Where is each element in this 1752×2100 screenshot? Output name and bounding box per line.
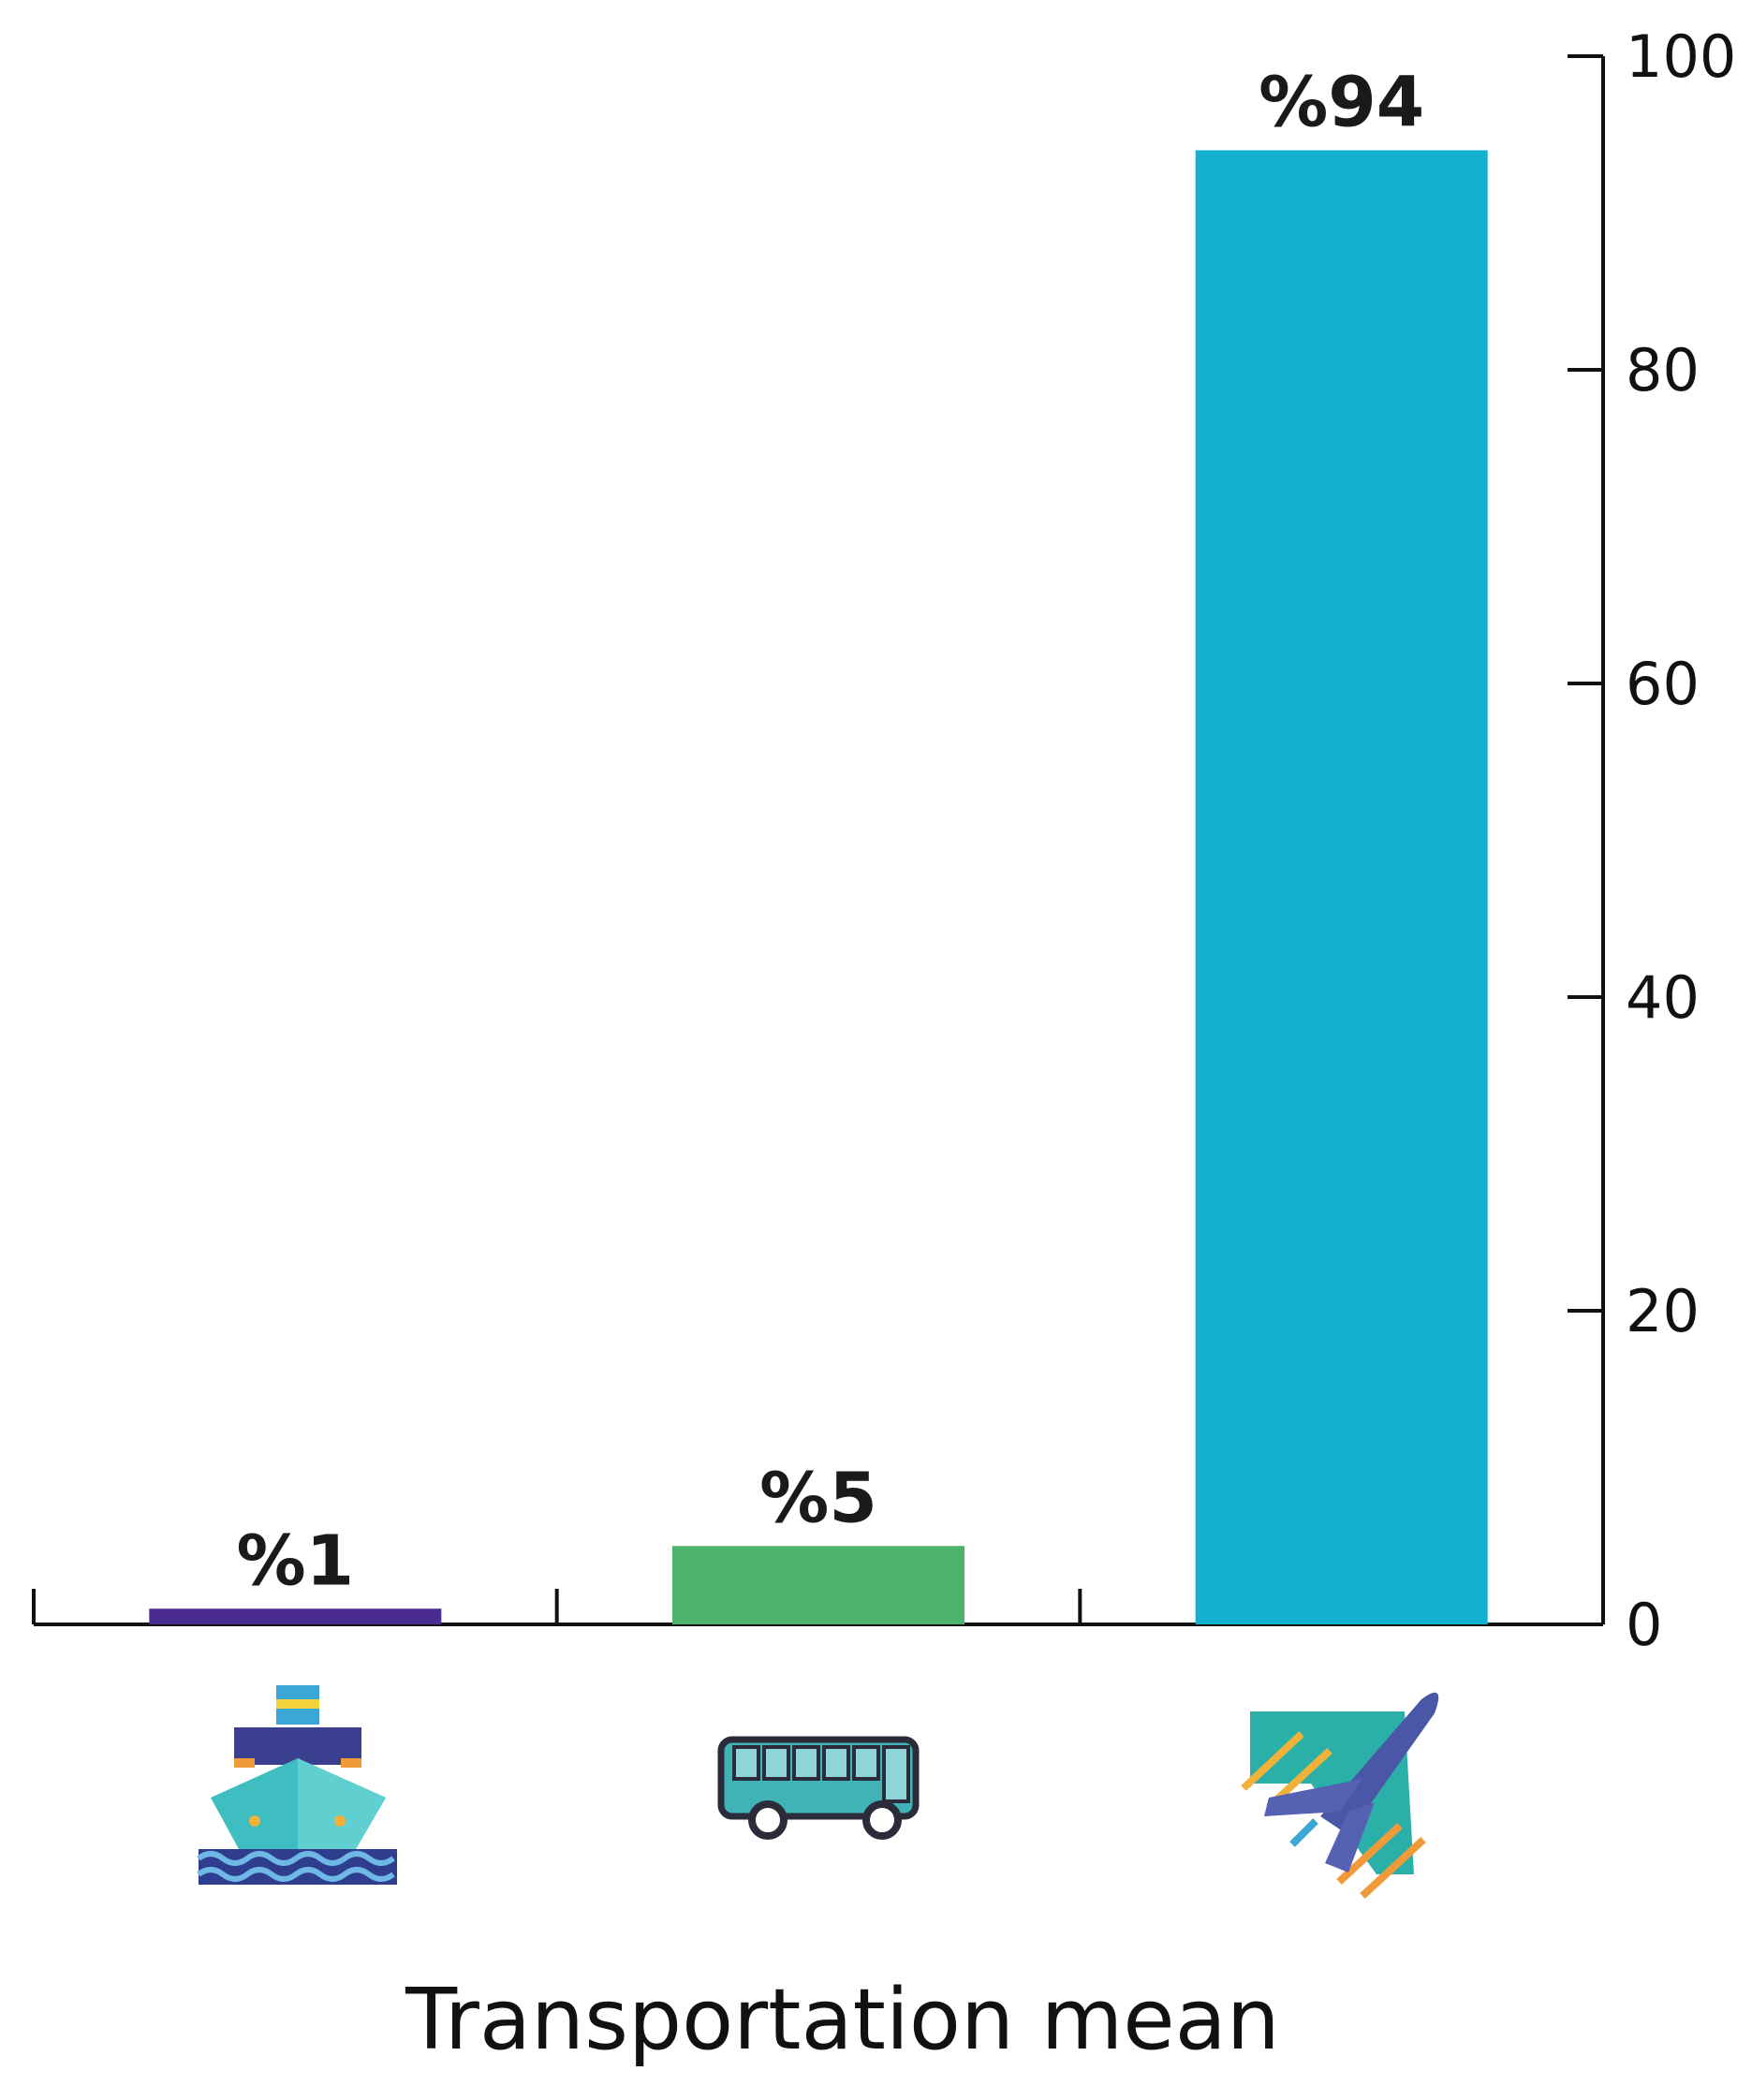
bus-icon: [717, 1736, 920, 1840]
x-axis-title: Transportation mean: [405, 1971, 1280, 2069]
airplane-icon: [1241, 1692, 1439, 1899]
data-labels: %1 %5 %94: [237, 63, 1425, 1602]
y-tick-label: 20: [1626, 1277, 1700, 1345]
y-tick-label: 0: [1626, 1591, 1662, 1659]
bars: [149, 150, 1488, 1624]
bar-bus: [672, 1546, 964, 1624]
data-label-ship: %1: [237, 1520, 355, 1601]
bar-airplane: [1195, 150, 1488, 1624]
y-tick-label: 40: [1626, 963, 1700, 1032]
data-label-bus: %5: [759, 1458, 877, 1538]
bar-ship: [149, 1608, 442, 1624]
y-tick-label: 100: [1626, 22, 1736, 91]
data-label-airplane: %94: [1259, 63, 1424, 143]
y-tick-label: 80: [1626, 336, 1700, 404]
y-tick-label: 60: [1626, 650, 1700, 718]
ship-icon: [197, 1685, 397, 1885]
y-axis-ticks: 0 20 40 60 80 100: [1568, 22, 1736, 1659]
